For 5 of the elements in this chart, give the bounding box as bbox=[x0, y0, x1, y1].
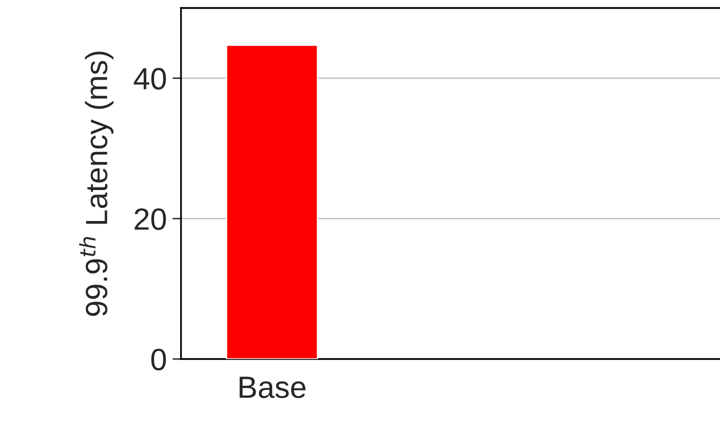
y-tick-label: 40 bbox=[134, 68, 166, 90]
x-tick-label: Base bbox=[240, 376, 306, 398]
y-axis-title: 99.9$^{th}$ Latency (ms) bbox=[79, 52, 114, 316]
y-tick-label: 20 bbox=[134, 208, 166, 230]
y-tick-label: 0 bbox=[151, 348, 166, 370]
